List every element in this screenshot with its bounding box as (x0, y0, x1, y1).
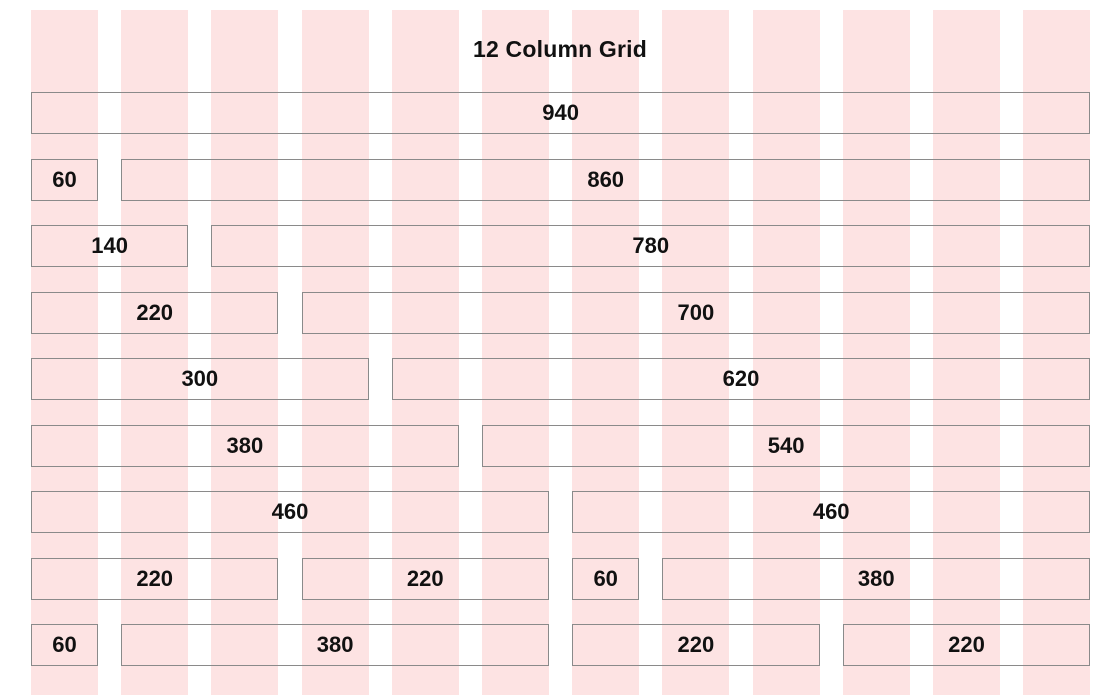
grid-row: 220 700 (0, 291, 1097, 336)
span-box: 860 (121, 158, 1091, 201)
grid-column-stripe (842, 10, 910, 695)
span-box: 460 (572, 491, 1091, 533)
grid-row: 140 780 (0, 225, 1097, 269)
grid-row: 300 620 (0, 358, 1097, 402)
span-box: 220 (842, 624, 1091, 666)
grid-row: 220 220 60 380 (0, 557, 1097, 602)
span-box: 140 (31, 225, 189, 267)
span-box: 220 (301, 557, 549, 600)
grid-column-stripe (211, 10, 279, 695)
span-box: 620 (391, 358, 1091, 400)
span-box: 380 (662, 557, 1091, 600)
span-box: 380 (31, 424, 459, 467)
span-box: 940 (31, 92, 1091, 134)
span-box: 220 (31, 291, 279, 334)
span-box: 60 (31, 624, 98, 666)
span-box: 300 (31, 358, 369, 400)
grid-column-stripe (391, 10, 459, 695)
grid-column-stripe (301, 10, 369, 695)
grid-row: 940 (0, 92, 1097, 136)
span-box: 220 (31, 557, 279, 600)
grid-row: 460 460 (0, 491, 1097, 535)
grid-row: 60 380 220 220 (0, 624, 1097, 668)
grid-column-stripe (482, 10, 549, 695)
grid-row: 60 860 (0, 158, 1097, 203)
grid-column-stripe (121, 10, 189, 695)
grid-row: 380 540 (0, 424, 1097, 469)
span-box: 380 (121, 624, 549, 666)
span-box: 460 (31, 491, 549, 533)
grid-column-stripe (933, 10, 1000, 695)
grid-column-stripe (752, 10, 820, 695)
span-box: 700 (301, 291, 1091, 334)
span-box: 780 (211, 225, 1091, 267)
span-box: 220 (572, 624, 820, 666)
grid-column-stripe (1023, 10, 1091, 695)
grid-title: 12 Column Grid (472, 36, 648, 62)
span-box: 540 (482, 424, 1091, 467)
grid-column-stripe (662, 10, 730, 695)
grid-column-stripe (572, 10, 640, 695)
grid-column-stripe (31, 10, 98, 695)
span-box: 60 (31, 158, 98, 201)
span-box: 60 (572, 557, 640, 600)
